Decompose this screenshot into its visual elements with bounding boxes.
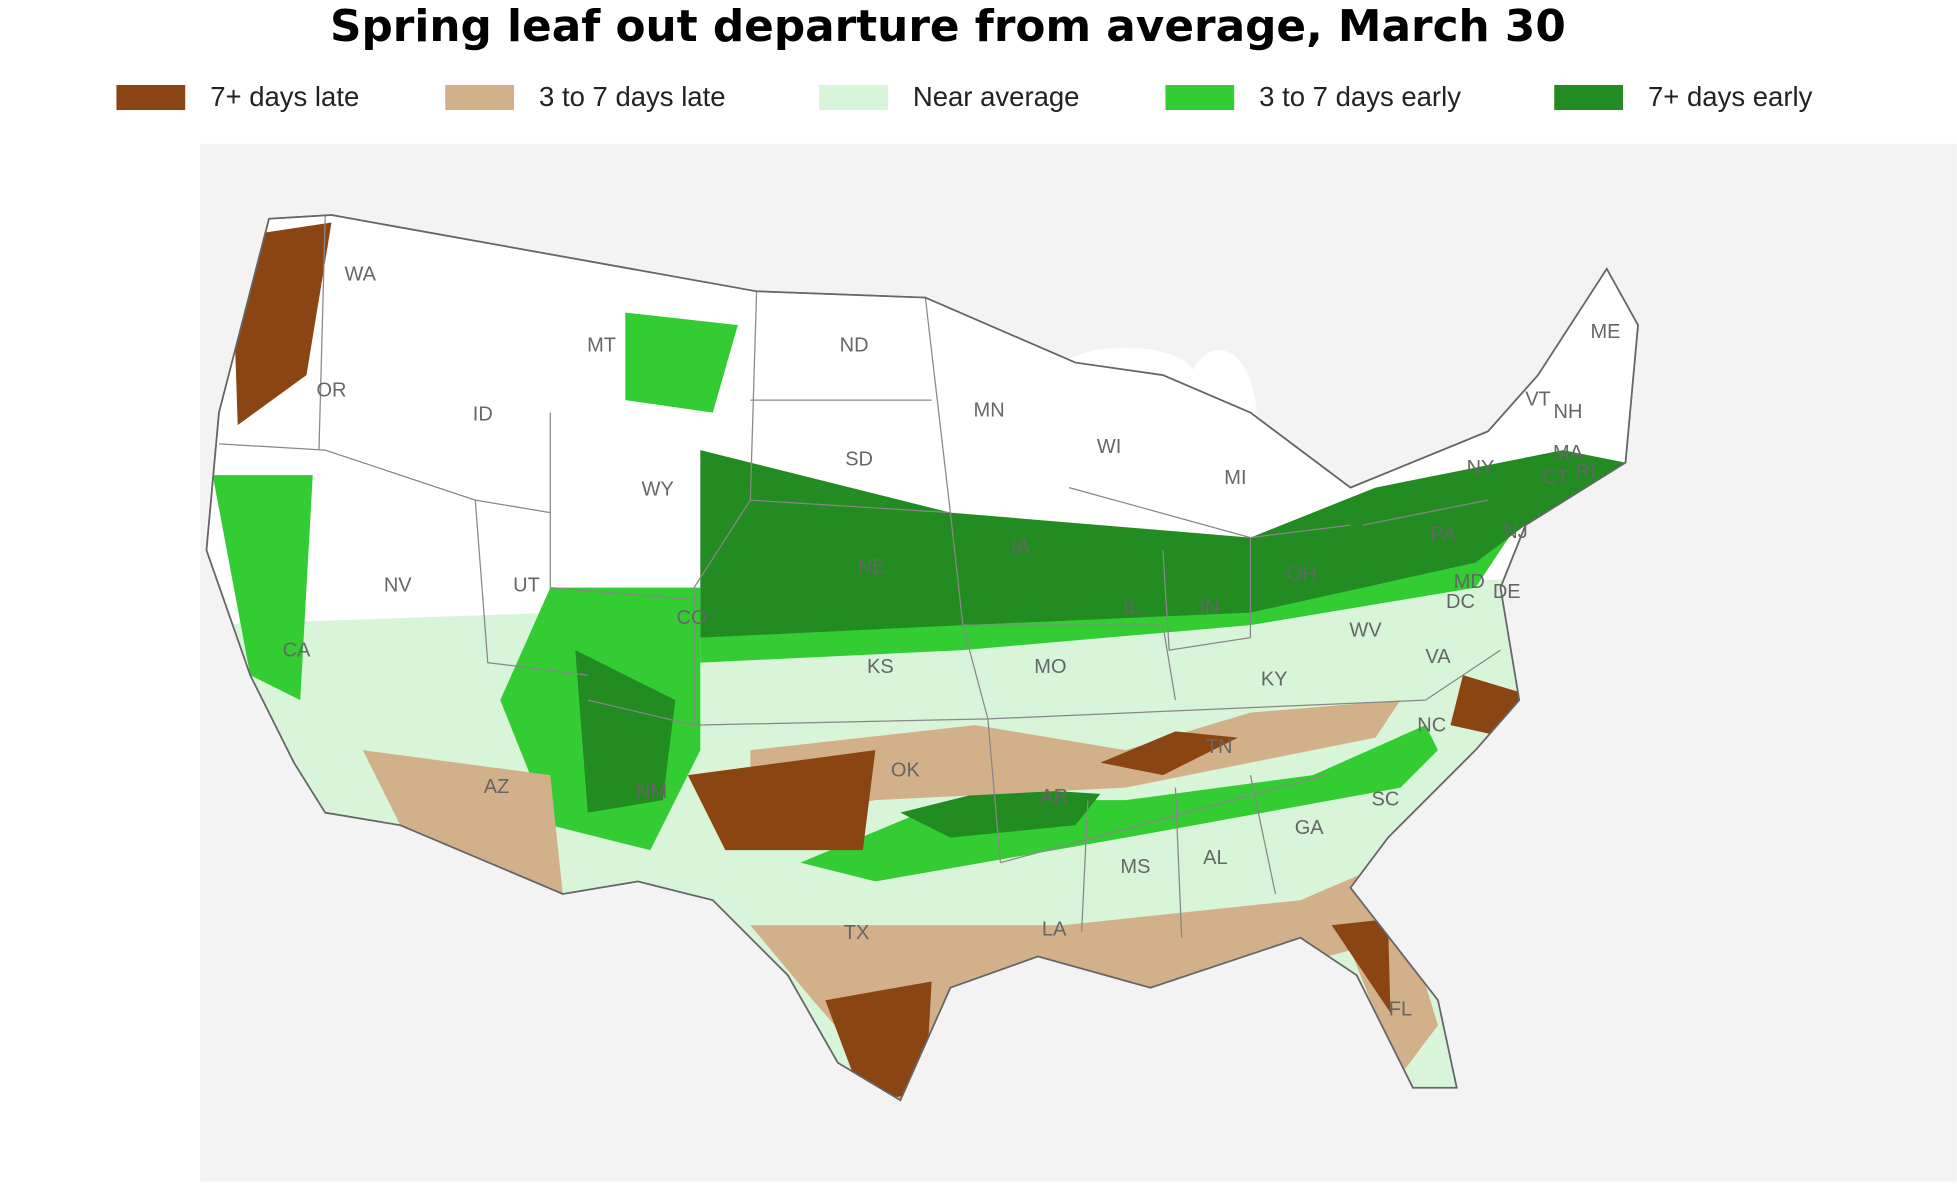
region: [900, 787, 1101, 838]
region: [750, 700, 1401, 826]
region: [687, 750, 876, 851]
region: [800, 725, 1438, 882]
state-label: ID: [473, 403, 493, 425]
state-label: MI: [1224, 467, 1246, 489]
state-label: ME: [1591, 321, 1621, 343]
state-label: LA: [1042, 918, 1067, 940]
state-label: NY: [1467, 457, 1495, 479]
state-label: CA: [283, 640, 311, 662]
legend-swatch: [445, 85, 515, 111]
state-label: MO: [1034, 656, 1066, 678]
state-label: DC: [1446, 591, 1475, 613]
legend-label: 7+ days late: [210, 81, 359, 112]
state-label: MA: [1553, 442, 1584, 464]
legend-swatch: [116, 85, 186, 111]
region: [1331, 918, 1391, 1013]
state-label: TX: [844, 922, 870, 944]
state-label: AR: [1040, 786, 1068, 808]
state-label: WV: [1349, 620, 1382, 642]
state-label: TN: [1206, 736, 1233, 758]
state-label: CT: [1542, 467, 1569, 489]
legend-label: 3 to 7 days early: [1259, 81, 1461, 112]
state-label: VT: [1525, 388, 1551, 410]
legend-swatch: [1554, 85, 1624, 111]
state-label: KS: [867, 656, 894, 678]
state-label: MS: [1120, 856, 1150, 878]
region: [625, 312, 738, 413]
legend-swatch: [819, 85, 888, 111]
state-label: MN: [974, 400, 1005, 422]
state-label: OK: [891, 760, 921, 782]
legend-label: 7+ days early: [1648, 81, 1813, 112]
state-label: WA: [345, 263, 377, 285]
legend: 7+ days late 3 to 7 days late Near average…: [116, 81, 1813, 112]
state-label: IN: [1199, 596, 1219, 618]
state-label: PA: [1430, 523, 1456, 545]
state-label: SD: [845, 448, 873, 470]
state-label: NE: [858, 556, 886, 578]
state-label: IL: [1123, 596, 1140, 618]
state-labels: WA OR CA NV ID MT WY UT CO AZ NM ND SD NE KS OK TX MN IA MO…: [283, 263, 1621, 1020]
state-label: OR: [316, 380, 346, 402]
state-label: NV: [384, 575, 412, 597]
state-label: NJ: [1503, 521, 1527, 543]
state-label: NM: [636, 781, 667, 803]
state-label: VA: [1425, 646, 1451, 668]
region: [231, 222, 332, 426]
state-label: WY: [642, 478, 674, 500]
state-label: MT: [587, 335, 616, 357]
state-label: SC: [1372, 788, 1400, 810]
state-label: OH: [1287, 563, 1317, 585]
state-label: FL: [1389, 998, 1412, 1020]
state-label: NH: [1554, 401, 1583, 423]
region: [362, 750, 563, 894]
state-label: WI: [1097, 436, 1121, 458]
state-label: DE: [1493, 581, 1521, 603]
legend-label: 3 to 7 days late: [539, 81, 726, 112]
state-label: AZ: [484, 776, 510, 798]
map-title: Spring leaf out departure from average, …: [330, 1, 1566, 52]
region: [1100, 731, 1238, 776]
state-label: CO: [677, 607, 707, 629]
state-label: IA: [1011, 536, 1031, 558]
state-label: UT: [513, 575, 540, 597]
state-label: RI: [1576, 461, 1596, 483]
state-label: KY: [1261, 668, 1288, 690]
state-label: AL: [1203, 847, 1227, 869]
state-borders: [205, 214, 1639, 1102]
state-label: ND: [840, 335, 869, 357]
legend-label: Near average: [913, 81, 1080, 112]
state-label: MD: [1454, 571, 1485, 593]
region: [212, 475, 313, 701]
region: [700, 450, 1626, 638]
region: [575, 650, 676, 813]
legend-swatch: [1165, 85, 1235, 111]
state-label: NC: [1417, 715, 1446, 737]
state-label: GA: [1295, 817, 1325, 839]
